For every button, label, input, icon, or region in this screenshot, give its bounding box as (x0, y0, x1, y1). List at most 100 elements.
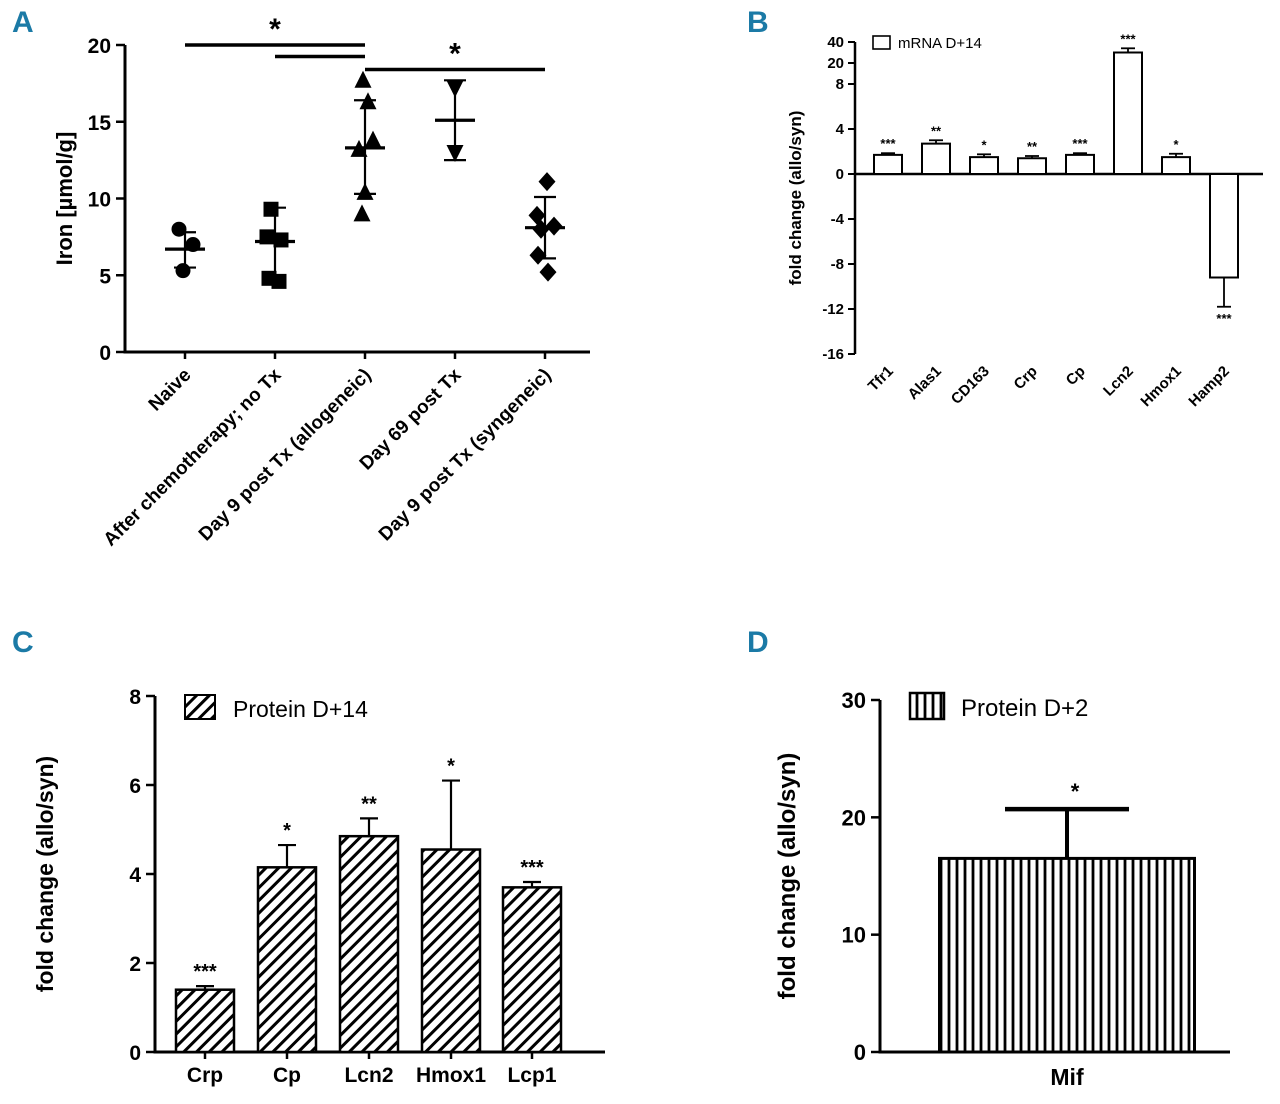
x-category-label: Hmox1 (416, 1064, 486, 1087)
y-tick-label: 20 (842, 805, 866, 830)
data-point-triangle-down (446, 80, 464, 98)
y-tick-label: 4 (129, 864, 141, 887)
x-category-label: After chemotherapy; no Tx (100, 364, 286, 550)
data-point-triangle-down (446, 144, 464, 162)
y-tick-label: 4 (836, 121, 845, 138)
x-category-label: CD163 (948, 363, 993, 408)
x-category-label: Crp (187, 1064, 223, 1087)
y-tick-label: -4 (831, 211, 845, 228)
protein-d14-bar-chart: 0 2 4 6 8 fold change (allo/syn) Protein D+14 *… (32, 686, 605, 1087)
data-point-triangle-up (354, 70, 372, 88)
data-point-diamond (532, 219, 550, 239)
x-category-label: Lcn2 (344, 1064, 393, 1087)
significance-stars: * (269, 13, 281, 46)
data-point-triangle-up (350, 139, 368, 157)
legend-swatch (184, 694, 216, 720)
legend-label: Protein D+14 (233, 696, 368, 722)
significance-stars: *** (193, 961, 217, 983)
data-point-square (271, 273, 287, 289)
y-tick-label: -12 (822, 301, 844, 318)
significance-stars: *** (1216, 311, 1232, 326)
panel-label-a: A (12, 6, 34, 39)
protein-d2-bar-chart: 0 10 20 30 fold change (allo/syn) Protein D+2… (774, 688, 1230, 1090)
x-category-label: Lcp1 (507, 1064, 556, 1087)
y-tick-label: 15 (88, 112, 112, 135)
y-tick-label: 20 (827, 55, 844, 72)
panel-label-b: B (747, 6, 769, 39)
x-category-label: Naive (145, 365, 196, 416)
data-point-square (263, 201, 279, 217)
x-category-label: Hmox1 (1137, 363, 1184, 410)
y-tick-label: 0 (854, 1040, 866, 1065)
y-tick-label: 40 (827, 34, 844, 51)
legend-swatch (872, 35, 891, 50)
bar-Lcp1 (501, 886, 563, 1054)
y-tick-label: -16 (822, 346, 844, 363)
data-point-triangle-up (353, 204, 371, 222)
bar-Alas1 (921, 142, 951, 175)
significance-stars: * (447, 756, 455, 778)
y-tick-label: 2 (129, 953, 141, 976)
bar-Crp (174, 988, 236, 1054)
significance-stars: * (1071, 779, 1080, 804)
data-point-circle (185, 237, 201, 253)
bar-Cp (256, 866, 318, 1054)
bar-Hamp2 (1209, 173, 1239, 279)
significance-stars: * (449, 38, 461, 71)
panel-label-c: C (12, 626, 34, 659)
x-category-label: Crp (1011, 363, 1041, 393)
data-point-diamond (539, 262, 557, 282)
bar-Lcn2 (338, 834, 400, 1054)
data-point-triangle-up (364, 130, 382, 148)
bar-Tfr1 (873, 153, 903, 175)
mrna-fold-change-bar-chart: -16 -12 -8 -4 0 4 8 20 40 fold change (allo/syn) m… (786, 31, 1263, 410)
significance-stars: ** (931, 123, 942, 138)
x-category-label: Cp (1063, 363, 1089, 389)
x-category-label: Hamp2 (1185, 363, 1232, 410)
y-tick-label: 8 (129, 686, 141, 709)
bar-Crp (1017, 157, 1047, 175)
data-point-diamond (538, 172, 556, 192)
y-tick-label: 0 (836, 166, 844, 183)
data-point-circle (175, 263, 191, 279)
significance-stars: ** (361, 793, 377, 815)
bar-Hmox1 (1161, 156, 1191, 175)
bar-Lcn2 (1113, 51, 1143, 175)
y-axis-label: fold change (allo/syn) (774, 753, 801, 1000)
x-category-label: Tfr1 (865, 363, 897, 395)
data-point-diamond (545, 216, 563, 236)
data-point-triangle-up (359, 92, 377, 110)
x-category-label: Cp (273, 1064, 301, 1087)
legend-label: mRNA D+14 (898, 35, 982, 52)
data-point-square (273, 232, 289, 248)
legend-swatch (908, 691, 946, 721)
x-category-label: Day 9 post Tx (allogeneic) (195, 365, 376, 546)
bar-Hmox1 (420, 848, 482, 1054)
data-point-square (259, 229, 275, 245)
significance-stars: * (283, 820, 291, 842)
significance-stars: *** (1120, 31, 1136, 46)
significance-stars: * (981, 137, 987, 152)
bar-Cp (1065, 153, 1095, 175)
data-point-circle (171, 221, 187, 237)
y-tick-label: 10 (88, 189, 111, 212)
x-category-label: Day 9 post Tx (syngeneic) (375, 365, 556, 546)
y-tick-label: 20 (88, 35, 111, 58)
significance-stars: * (1173, 137, 1179, 152)
y-axis-label: fold change (allo/syn) (786, 111, 805, 286)
x-category-label: Lcn2 (1100, 363, 1137, 400)
y-tick-label: 0 (129, 1042, 141, 1065)
significance-stars: *** (1072, 136, 1088, 151)
significance-stars: *** (520, 857, 544, 879)
y-tick-label: 8 (836, 76, 844, 93)
y-tick-label: 10 (842, 923, 866, 948)
x-category-label: Alas1 (905, 363, 945, 403)
y-tick-label: 30 (842, 688, 866, 713)
significance-stars: *** (880, 136, 896, 151)
y-tick-label: 0 (99, 342, 111, 365)
y-tick-label: -8 (831, 256, 844, 273)
data-point-triangle-up (356, 182, 374, 200)
x-category-label: Mif (1050, 1064, 1084, 1090)
